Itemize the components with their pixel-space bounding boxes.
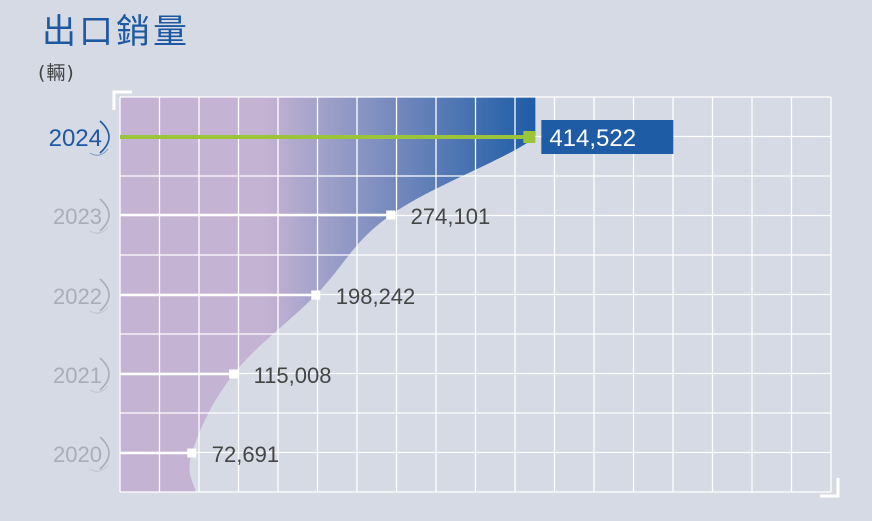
bar-marker-2020 <box>187 448 197 458</box>
bar-marker-2021 <box>229 369 239 379</box>
value-label-2023: 274,101 <box>411 204 491 229</box>
bar-marker-2022 <box>311 290 321 300</box>
area-fill <box>120 97 536 492</box>
year-bracket-2020 <box>99 436 110 470</box>
value-label-2024: 414,522 <box>549 125 636 152</box>
year-label-2023: 2023 <box>53 204 102 229</box>
plot-corner-top-left <box>112 90 132 110</box>
chart-unit: (輛) <box>38 62 75 84</box>
year-bracket-tail-2024 <box>89 148 109 156</box>
year-bracket-tail-2023 <box>89 226 109 234</box>
bar-marker-2023 <box>386 210 396 220</box>
value-label-2020: 72,691 <box>212 442 279 467</box>
year-bracket-2021 <box>99 357 110 391</box>
year-label-2022: 2022 <box>53 284 102 309</box>
year-bracket-tail-2021 <box>89 385 109 393</box>
year-label-2024: 2024 <box>49 125 102 152</box>
year-bracket-2024 <box>99 120 110 154</box>
year-bracket-2022 <box>99 278 110 312</box>
value-label-box-2024 <box>541 120 674 154</box>
year-bracket-2023 <box>99 198 110 232</box>
value-label-2021: 115,008 <box>254 363 332 388</box>
year-bracket-tail-2022 <box>89 306 109 314</box>
year-bracket-tail-2020 <box>89 464 109 472</box>
chart-title: 出口銷量 <box>42 12 190 52</box>
bar-marker-2024 <box>523 131 536 143</box>
year-label-2021: 2021 <box>53 363 102 388</box>
value-label-2022: 198,242 <box>336 284 416 309</box>
plot-corner-bottom-right <box>820 478 840 498</box>
year-label-2020: 2020 <box>53 442 102 467</box>
